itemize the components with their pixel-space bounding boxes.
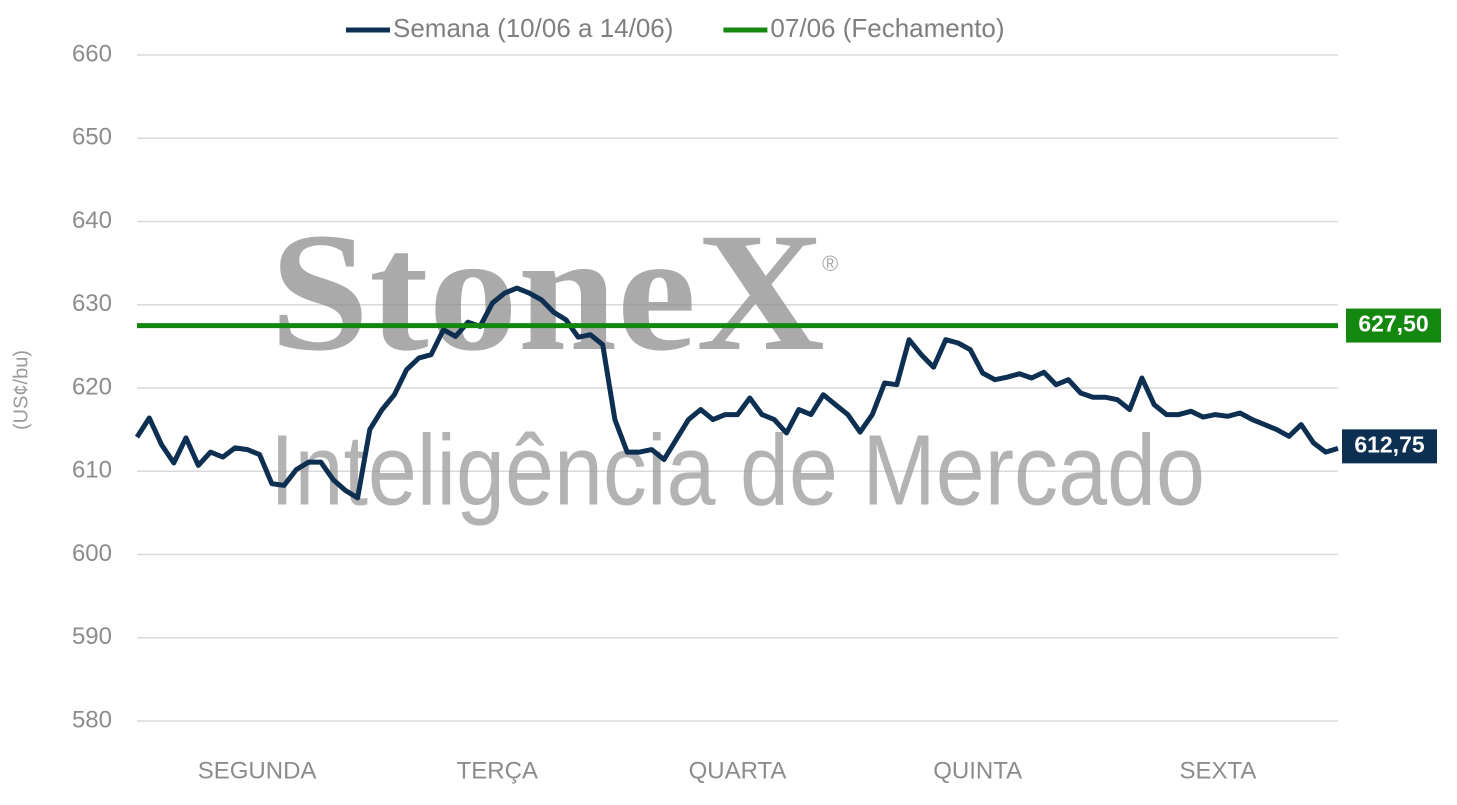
y-tick-label: 660 xyxy=(72,40,112,67)
x-tick-label: SEGUNDA xyxy=(198,757,317,784)
y-tick-label: 590 xyxy=(72,623,112,650)
legend-label: 07/06 (Fechamento) xyxy=(770,13,1004,43)
x-tick-label: QUINTA xyxy=(933,757,1022,784)
watermark-brand: StoneX xyxy=(270,198,825,386)
y-tick-label: 580 xyxy=(72,706,112,733)
legend-label: Semana (10/06 a 14/06) xyxy=(393,13,673,43)
watermark: StoneX ® Inteligência de Mercado xyxy=(270,198,1205,526)
value-label: 612,75 xyxy=(1354,431,1425,457)
watermark-tagline: Inteligência de Mercado xyxy=(270,414,1205,526)
value-label-box xyxy=(1346,308,1441,343)
x-tick-label: QUARTA xyxy=(689,757,787,784)
y-tick-label: 650 xyxy=(72,124,112,151)
value-label: 627,50 xyxy=(1358,311,1428,337)
y-tick-label: 640 xyxy=(72,207,112,234)
y-axis-label: (US¢/bu) xyxy=(10,350,32,430)
y-tick-label: 600 xyxy=(72,540,112,567)
value-label-box xyxy=(1342,429,1437,464)
y-tick-label: 620 xyxy=(72,373,112,400)
x-tick-label: SEXTA xyxy=(1179,757,1256,784)
x-tick-label: TERÇA xyxy=(457,757,538,784)
series-line xyxy=(134,285,1339,501)
watermark-mark: ® xyxy=(822,251,838,276)
y-tick-label: 610 xyxy=(72,457,112,484)
y-tick-label: 630 xyxy=(72,290,112,317)
grid xyxy=(137,54,1338,722)
